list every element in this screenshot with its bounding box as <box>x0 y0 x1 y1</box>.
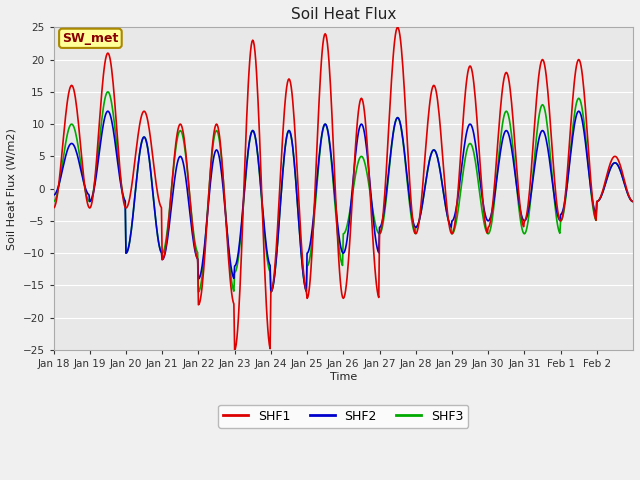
SHF2 <box>50 192 58 198</box>
SHF3 <box>118 187 126 193</box>
X-axis label: Time: Time <box>330 372 357 382</box>
SHF1 <box>253 83 261 88</box>
SHF3 <box>225 257 233 263</box>
Text: SW_met: SW_met <box>62 32 118 45</box>
SHF3 <box>50 199 58 204</box>
SHF1 <box>275 196 283 202</box>
SHF3 <box>104 89 112 95</box>
SHF1 <box>231 347 239 353</box>
SHF3 <box>254 156 262 161</box>
SHF1 <box>394 24 401 30</box>
SHF3 <box>276 208 284 214</box>
Line: SHF3: SHF3 <box>54 92 632 292</box>
SHF2 <box>253 147 261 153</box>
Line: SHF2: SHF2 <box>54 111 632 292</box>
SHF2 <box>436 171 444 177</box>
SHF2 <box>404 184 412 190</box>
Y-axis label: Soil Heat Flux (W/m2): Soil Heat Flux (W/m2) <box>7 128 17 250</box>
SHF1 <box>436 128 444 134</box>
Legend: SHF1, SHF2, SHF3: SHF1, SHF2, SHF3 <box>218 405 468 428</box>
SHF3 <box>436 171 444 177</box>
SHF2 <box>225 244 232 250</box>
SHF2 <box>104 108 112 114</box>
SHF1 <box>224 246 232 252</box>
SHF1 <box>50 205 58 211</box>
SHF2 <box>118 189 126 195</box>
SHF2 <box>276 208 284 214</box>
SHF2 <box>267 289 275 295</box>
Line: SHF1: SHF1 <box>54 27 632 350</box>
SHF2 <box>628 199 636 204</box>
SHF3 <box>195 289 202 295</box>
SHF1 <box>404 155 412 160</box>
SHF1 <box>628 198 636 204</box>
SHF3 <box>628 199 636 204</box>
Title: Soil Heat Flux: Soil Heat Flux <box>291 7 396 22</box>
SHF1 <box>118 182 125 188</box>
SHF3 <box>404 188 412 193</box>
